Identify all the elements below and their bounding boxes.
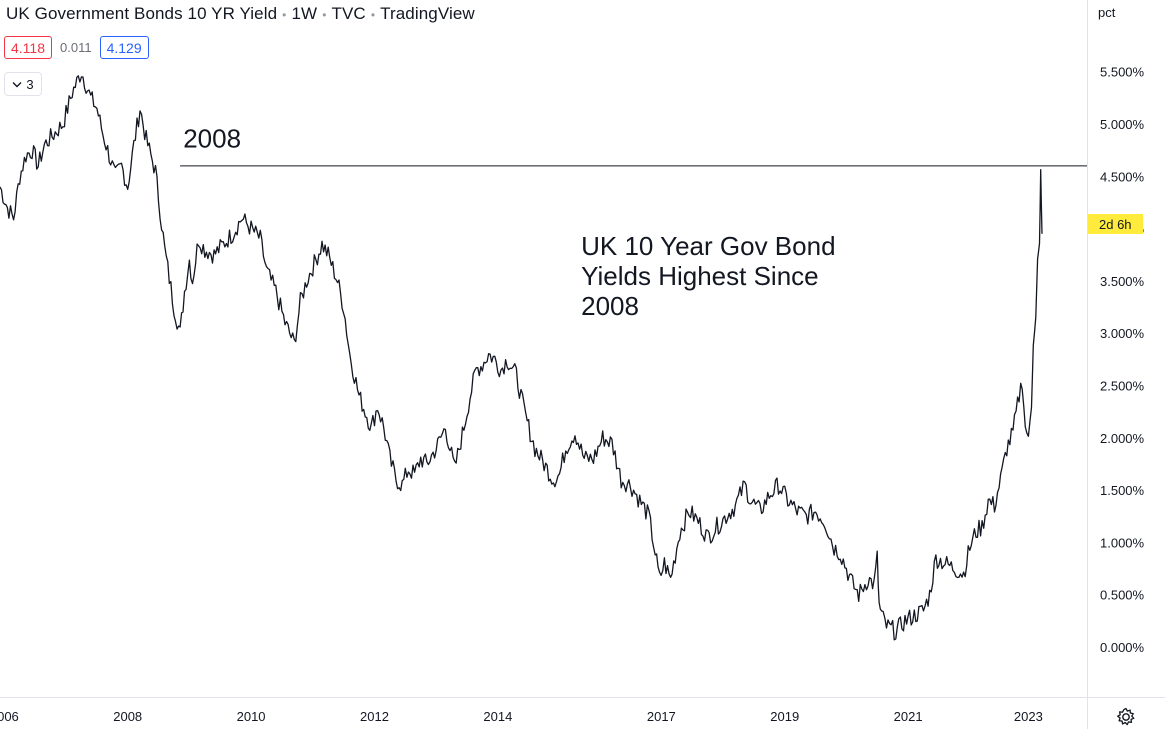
- countdown-badge: [1088, 214, 1143, 234]
- bid-price-box[interactable]: 4.118: [4, 36, 52, 59]
- source-label: TradingView: [380, 4, 475, 23]
- x-tick-label: 2021: [894, 709, 923, 724]
- chevron-down-icon: [12, 81, 22, 87]
- annotation-line: Yields Highest Since: [581, 261, 819, 291]
- indicator-count: 3: [26, 76, 34, 92]
- ask-price-box[interactable]: 4.129: [99, 36, 149, 59]
- y-tick-label: 0.500%: [1100, 588, 1145, 603]
- y-tick-label: 1.500%: [1100, 483, 1145, 498]
- y-tick-label: 4.500%: [1100, 169, 1145, 184]
- y-tick-label: 0.000%: [1100, 640, 1145, 655]
- interval-label[interactable]: 1W: [291, 4, 318, 23]
- x-tick-label: 2019: [770, 709, 799, 724]
- y-tick-label: 5.500%: [1100, 65, 1145, 80]
- countdown-label: 2d 6h: [1099, 217, 1132, 232]
- y-tick-label: 1.000%: [1100, 535, 1145, 550]
- yield-series-line: [0, 75, 1043, 641]
- spread-value: 0.011: [60, 40, 92, 55]
- annotation-2008[interactable]: 2008: [183, 124, 241, 154]
- y-tick-label: 3.000%: [1100, 326, 1145, 341]
- y-tick-label: 3.500%: [1100, 274, 1145, 289]
- chart-legend-title: UK Government Bonds 10 YR Yield • 1W • TVC • T…: [6, 4, 475, 24]
- separator-dot: •: [322, 8, 327, 22]
- exchange-label: TVC: [331, 4, 366, 23]
- x-tick-label: 2008: [113, 709, 142, 724]
- y-tick-label: 5.000%: [1100, 117, 1145, 132]
- quote-row: 4.118 0.011 4.129: [4, 36, 149, 59]
- x-tick-label: 2023: [1014, 709, 1043, 724]
- separator-dot: •: [370, 8, 376, 22]
- x-tick-label: 2010: [237, 709, 266, 724]
- symbol-title[interactable]: UK Government Bonds 10 YR Yield: [6, 4, 278, 23]
- price-axis-unit: pct: [1098, 5, 1116, 20]
- indicators-toggle-button[interactable]: 3: [4, 72, 42, 96]
- x-tick-label: 2012: [360, 709, 389, 724]
- annotation-line: UK 10 Year Gov Bond: [581, 231, 835, 261]
- gear-icon: [1117, 707, 1135, 726]
- annotation-line: 2008: [581, 291, 639, 321]
- y-tick-label: 2.000%: [1100, 431, 1145, 446]
- x-tick-label: 2014: [483, 709, 512, 724]
- x-tick-label: 2017: [647, 709, 676, 724]
- settings-button[interactable]: [1114, 705, 1138, 729]
- annotation-highest-since[interactable]: UK 10 Year Gov Bond Yields Highest Since 2…: [581, 231, 835, 321]
- x-tick-label: 2006: [0, 709, 19, 724]
- separator-dot: •: [282, 8, 287, 22]
- y-tick-label: 2.500%: [1100, 379, 1145, 394]
